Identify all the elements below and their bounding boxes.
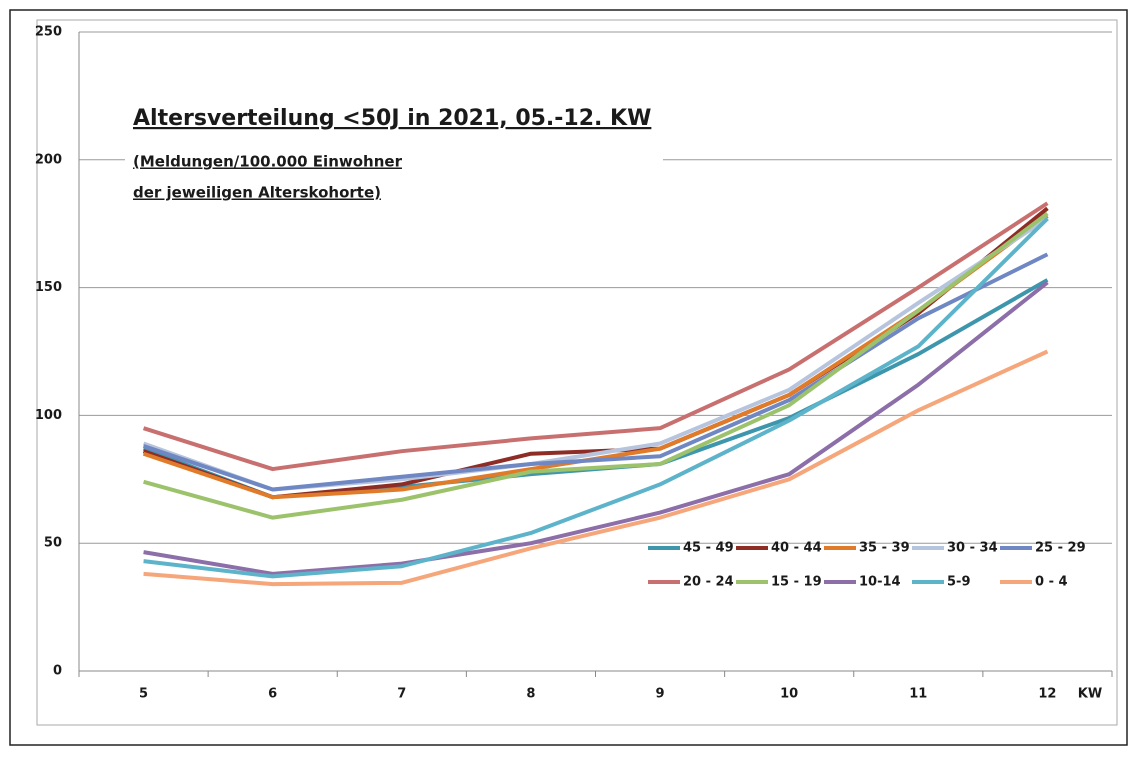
legend-label: 35 - 39 [859, 541, 910, 556]
y-tick-label: 0 [53, 664, 62, 679]
title-box [125, 95, 663, 215]
x-tick-label: 7 [397, 687, 406, 702]
x-tick-label: 10 [780, 687, 798, 702]
series-line [143, 280, 1049, 576]
chart-title: Altersverteilung <50J in 2021, 05.-12. K… [133, 106, 651, 131]
chart-subtitle: (Meldungen/100.000 Einwohner [133, 153, 403, 171]
series-line [142, 201, 1049, 472]
series-line [143, 349, 1049, 587]
chart-subtitle: der jeweiligen Alterskohorte) [133, 184, 381, 202]
legend-label: 15 - 19 [771, 575, 822, 590]
legend-label: 0 - 4 [1035, 575, 1068, 590]
chart-area [36, 19, 1118, 726]
x-tick-label: 9 [656, 687, 665, 702]
x-tick-label: 12 [1038, 687, 1056, 702]
series-line [142, 252, 1049, 492]
x-tick-label: 11 [909, 687, 927, 702]
y-tick-label: 150 [35, 280, 62, 295]
legend-label: 5-9 [947, 575, 971, 590]
legend-label: 10-14 [859, 575, 901, 590]
legend-label: 40 - 44 [771, 541, 822, 556]
x-tick-label: 5 [139, 687, 148, 702]
series-line [143, 217, 1049, 579]
legend-label: 20 - 24 [683, 575, 734, 590]
y-tick-label: 250 [35, 25, 62, 40]
series-line [143, 211, 1049, 520]
legend-label: 25 - 29 [1035, 541, 1086, 556]
x-tick-label: 6 [268, 687, 277, 702]
legend-label: 30 - 34 [947, 541, 998, 556]
y-tick-label: 200 [35, 152, 62, 167]
legend-label: 45 - 49 [683, 541, 734, 556]
x-axis-label: KW [1078, 687, 1102, 702]
y-tick-label: 100 [35, 408, 62, 423]
y-tick-label: 50 [44, 536, 62, 551]
x-tick-label: 8 [526, 687, 535, 702]
